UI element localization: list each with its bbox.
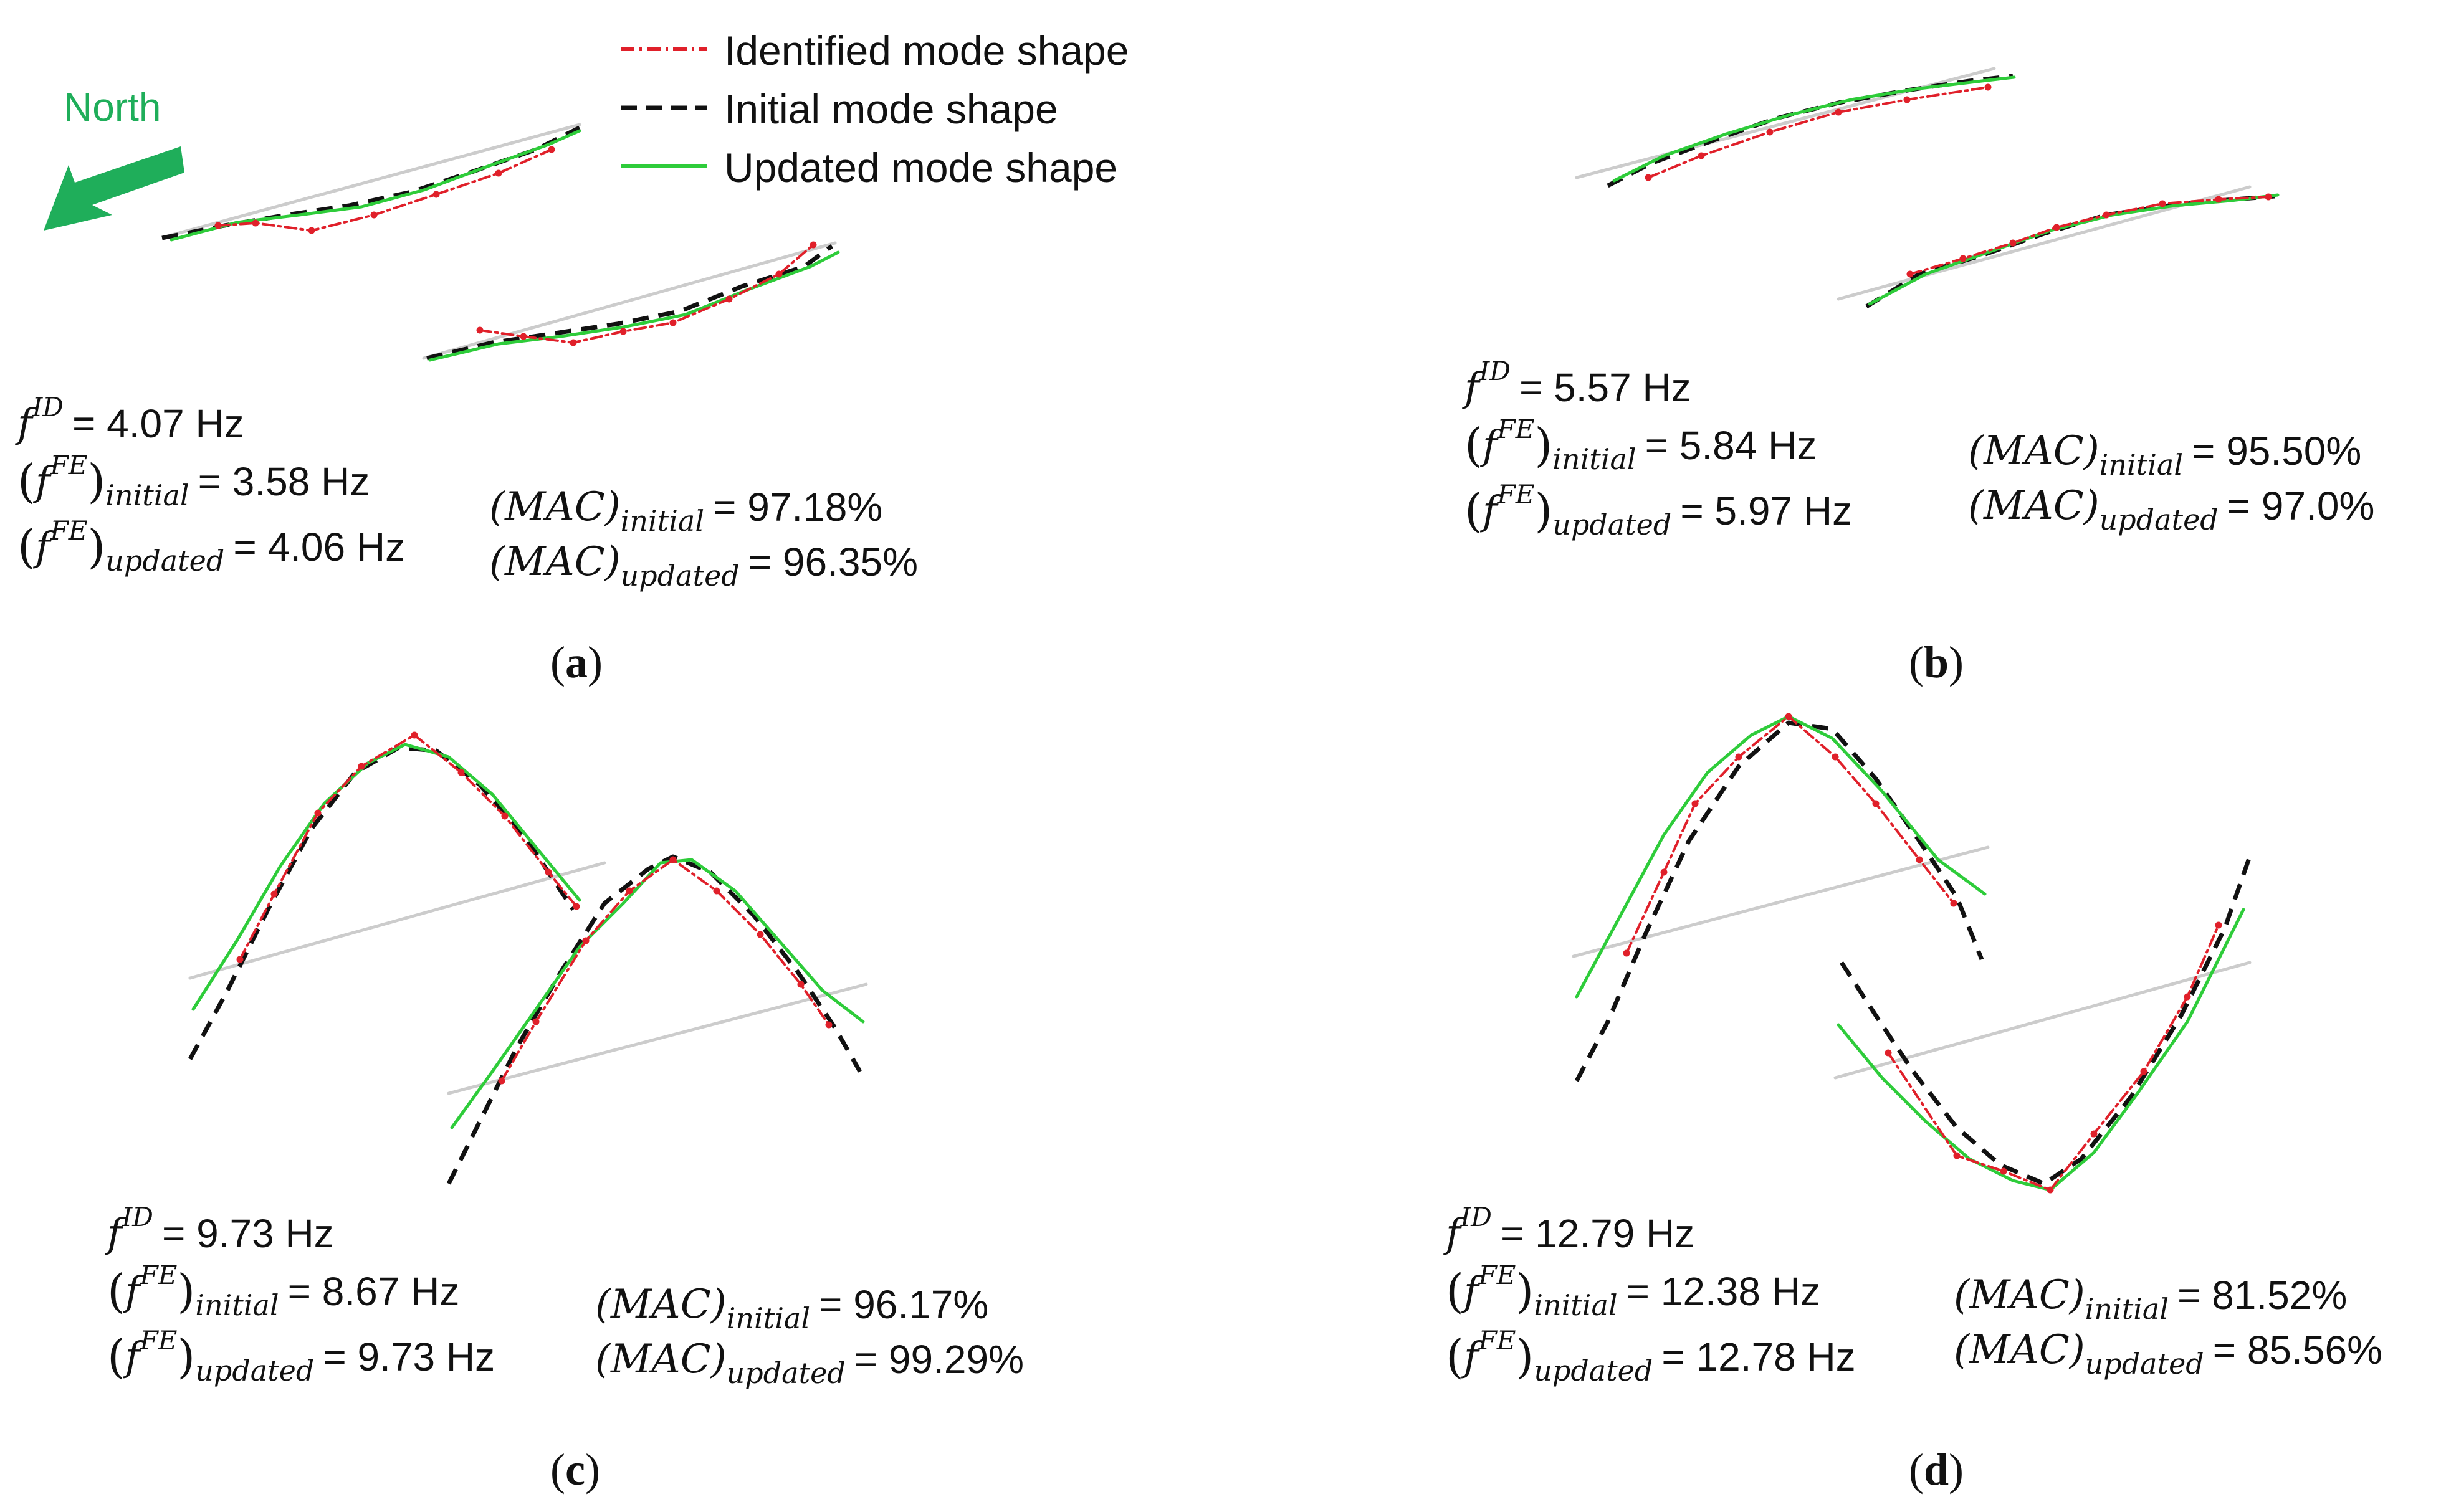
panel-a-top-reference-line: [163, 123, 581, 239]
legend-identified-label: Identified mode shape: [724, 27, 1129, 74]
panel-c-right-identified-shape: [498, 856, 833, 1085]
initial-line-swatch: [621, 105, 707, 110]
panel-a-bottom-reference-line: [422, 241, 837, 360]
panel-c-f-id: = 9.73 Hz: [161, 1211, 334, 1256]
panel-d-frequencies: f ID = 12.79 Hz (f FE) initial = 12.38 Hz (f F…: [1446, 1202, 1856, 1387]
panel-a-f-fe-initial: = 3.58 Hz: [198, 459, 370, 504]
panel-a-bottom-identified-shape: [476, 241, 817, 346]
panel-d-bottom-identified-shape: [1885, 921, 2222, 1194]
panel-c-right-updated-shape: [450, 858, 865, 1129]
panel-b-f-fe-updated: = 5.97 Hz: [1680, 488, 1853, 533]
panel-a-label: (a): [550, 637, 603, 687]
panel-c-mac-updated: = 99.29%: [854, 1337, 1024, 1382]
panel-d-f-id: = 12.79 Hz: [1500, 1211, 1695, 1256]
legend-updated-label: Updated mode shape: [724, 145, 1118, 191]
panel-a-mac: (MAC) initial = 97.18% (MAC) updated = 96.35…: [489, 480, 918, 592]
panel-b-bottom-updated-shape: [1868, 193, 2280, 306]
panel-b-mac-updated: = 97.0%: [2227, 483, 2375, 528]
panel-c-mac-initial: = 96.17%: [819, 1282, 989, 1327]
north-label: North: [64, 85, 161, 130]
panel-c-frequencies: f ID = 9.73 Hz (f FE) initial = 8.67 Hz (f FE)…: [107, 1202, 495, 1387]
panel-c-right-initial-shape: [446, 854, 862, 1185]
panel-a-mac-initial: = 97.18%: [713, 485, 883, 530]
panel-a-f-fe-updated: = 4.06 Hz: [233, 524, 406, 569]
panel-a-f-id: = 4.07 Hz: [72, 401, 244, 446]
panel-b-bottom-identified-shape: [1906, 193, 2272, 278]
updated-line-swatch: [621, 164, 707, 168]
panel-d-top-identified-shape: [1623, 713, 1957, 957]
panel-c-left-initial-shape: [188, 745, 575, 1060]
panel-c-mac: (MAC) initial = 96.17% (MAC) updated = 99.29…: [595, 1277, 1024, 1390]
panel-b-f-fe-initial: = 5.84 Hz: [1645, 422, 1817, 468]
panel-c-f-fe-updated: = 9.73 Hz: [323, 1334, 495, 1379]
north-arrow-icon: [44, 146, 184, 231]
panel-c-left-reference-line: [188, 861, 606, 980]
legend-initial-label: Initial mode shape: [724, 86, 1058, 132]
panel-d-label: (d): [1909, 1445, 1964, 1495]
panel-b-label: (b): [1909, 637, 1964, 687]
panel-b-mac: (MAC) initial = 95.50% (MAC) updated = 97.0%: [1968, 424, 2375, 536]
identified-line-swatch: [621, 47, 707, 51]
panel-b-f-id: = 5.57 Hz: [1519, 365, 1691, 410]
panel-b-frequencies: f ID = 5.57 Hz (f FE) initial = 5.84 Hz (f FE)…: [1464, 356, 1853, 541]
panel-d-f-fe-initial: = 12.38 Hz: [1626, 1268, 1820, 1314]
panel-c-f-fe-initial: = 8.67 Hz: [287, 1268, 460, 1314]
panel-a-top-identified-shape: [214, 146, 555, 234]
panel-c-label: (c): [550, 1445, 600, 1495]
panel-d-bottom-updated-shape: [1837, 908, 2245, 1192]
panel-b-mac-initial: = 95.50%: [2192, 429, 2362, 473]
panel-a-mac-updated: = 96.35%: [748, 540, 918, 584]
panel-c-left-updated-shape: [191, 743, 581, 1011]
panel-a-frequencies: f ID = 4.07 Hz (f FE) initial = 3.58 Hz (f FE)…: [17, 392, 406, 578]
panel-a-top-updated-shape: [170, 129, 581, 242]
panel-c-left-identified-shape: [236, 731, 580, 963]
panel-d-f-fe-updated: = 12.78 Hz: [1661, 1334, 1856, 1379]
panel-b-bottom-initial-shape: [1865, 194, 2275, 308]
panel-d-mac-initial: = 81.52%: [2177, 1273, 2348, 1318]
panel-d-top-reference-line: [1572, 845, 1990, 958]
panel-c-right-reference-line: [447, 982, 868, 1095]
panel-d-mac-updated: = 85.56%: [2212, 1328, 2382, 1372]
panel-b-top-identified-shape: [1645, 83, 1992, 181]
panel-d-mac: (MAC) initial = 81.52% (MAC) updated = 85.56…: [1954, 1268, 2382, 1381]
